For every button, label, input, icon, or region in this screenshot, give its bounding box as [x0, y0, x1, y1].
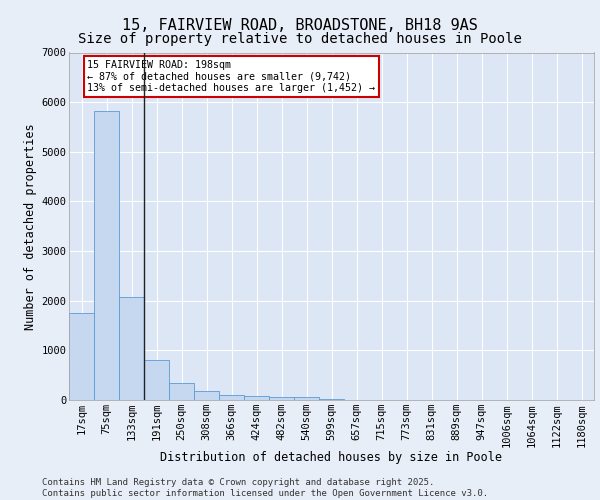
- Y-axis label: Number of detached properties: Number of detached properties: [24, 123, 37, 330]
- Bar: [169, 383, 194, 400]
- Bar: [319, 398, 344, 400]
- Bar: [269, 397, 294, 400]
- Bar: [194, 391, 219, 400]
- Bar: [219, 394, 244, 400]
- Bar: [119, 296, 144, 400]
- Bar: [144, 360, 169, 400]
- Bar: [94, 111, 119, 400]
- X-axis label: Distribution of detached houses by size in Poole: Distribution of detached houses by size …: [161, 450, 503, 464]
- Text: 15 FAIRVIEW ROAD: 198sqm
← 87% of detached houses are smaller (9,742)
13% of sem: 15 FAIRVIEW ROAD: 198sqm ← 87% of detach…: [87, 60, 375, 93]
- Text: 15, FAIRVIEW ROAD, BROADSTONE, BH18 9AS: 15, FAIRVIEW ROAD, BROADSTONE, BH18 9AS: [122, 18, 478, 32]
- Text: Size of property relative to detached houses in Poole: Size of property relative to detached ho…: [78, 32, 522, 46]
- Text: Contains HM Land Registry data © Crown copyright and database right 2025.
Contai: Contains HM Land Registry data © Crown c…: [42, 478, 488, 498]
- Bar: [294, 398, 319, 400]
- Bar: [244, 396, 269, 400]
- Bar: [69, 313, 94, 400]
